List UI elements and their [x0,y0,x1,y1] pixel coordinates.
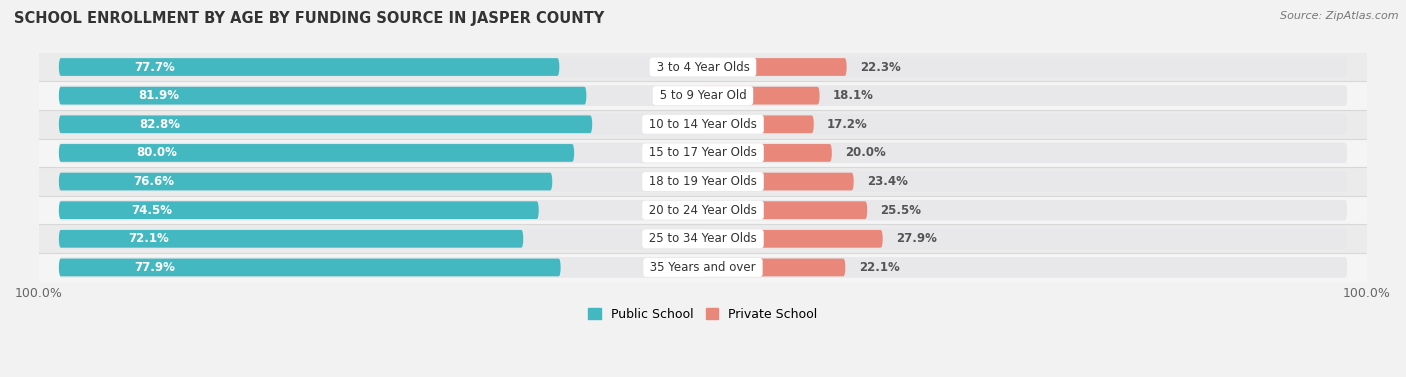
Text: 77.7%: 77.7% [134,61,174,74]
FancyBboxPatch shape [703,115,814,133]
Text: 18 to 19 Year Olds: 18 to 19 Year Olds [645,175,761,188]
FancyBboxPatch shape [703,58,846,76]
Bar [39,53,1367,81]
Text: 22.1%: 22.1% [859,261,900,274]
FancyBboxPatch shape [59,144,574,162]
FancyBboxPatch shape [59,143,1347,163]
FancyBboxPatch shape [59,230,523,248]
FancyBboxPatch shape [59,58,560,76]
FancyBboxPatch shape [59,115,592,133]
FancyBboxPatch shape [59,171,1347,192]
Text: 76.6%: 76.6% [134,175,174,188]
Text: 22.3%: 22.3% [860,61,901,74]
FancyBboxPatch shape [59,85,1347,106]
FancyBboxPatch shape [59,200,1347,221]
Text: 74.5%: 74.5% [131,204,172,217]
Text: 77.9%: 77.9% [134,261,174,274]
Text: 23.4%: 23.4% [868,175,908,188]
FancyBboxPatch shape [59,57,1347,77]
Bar [39,196,1367,224]
FancyBboxPatch shape [703,144,832,162]
Legend: Public School, Private School: Public School, Private School [583,303,823,326]
Text: 81.9%: 81.9% [138,89,179,102]
Bar [39,110,1367,139]
Text: 72.1%: 72.1% [128,232,169,245]
Text: 3 to 4 Year Olds: 3 to 4 Year Olds [652,61,754,74]
FancyBboxPatch shape [59,114,1347,135]
Text: 10 to 14 Year Olds: 10 to 14 Year Olds [645,118,761,131]
Text: 20 to 24 Year Olds: 20 to 24 Year Olds [645,204,761,217]
Text: 5 to 9 Year Old: 5 to 9 Year Old [655,89,751,102]
Bar [39,167,1367,196]
FancyBboxPatch shape [59,228,1347,249]
Text: 25.5%: 25.5% [880,204,921,217]
Text: 15 to 17 Year Olds: 15 to 17 Year Olds [645,146,761,159]
Text: 80.0%: 80.0% [136,146,177,159]
FancyBboxPatch shape [703,87,820,104]
FancyBboxPatch shape [59,201,538,219]
Text: Source: ZipAtlas.com: Source: ZipAtlas.com [1281,11,1399,21]
FancyBboxPatch shape [703,230,883,248]
Text: 18.1%: 18.1% [832,89,873,102]
Text: 27.9%: 27.9% [896,232,936,245]
Bar [39,224,1367,253]
FancyBboxPatch shape [59,87,586,104]
Text: 20.0%: 20.0% [845,146,886,159]
FancyBboxPatch shape [703,201,868,219]
Bar [39,81,1367,110]
FancyBboxPatch shape [703,259,845,276]
Bar [39,139,1367,167]
Bar [39,253,1367,282]
Text: SCHOOL ENROLLMENT BY AGE BY FUNDING SOURCE IN JASPER COUNTY: SCHOOL ENROLLMENT BY AGE BY FUNDING SOUR… [14,11,605,26]
FancyBboxPatch shape [59,259,561,276]
Text: 17.2%: 17.2% [827,118,868,131]
FancyBboxPatch shape [59,173,553,190]
Text: 25 to 34 Year Olds: 25 to 34 Year Olds [645,232,761,245]
Text: 82.8%: 82.8% [139,118,180,131]
FancyBboxPatch shape [703,173,853,190]
Text: 35 Years and over: 35 Years and over [647,261,759,274]
FancyBboxPatch shape [59,257,1347,278]
